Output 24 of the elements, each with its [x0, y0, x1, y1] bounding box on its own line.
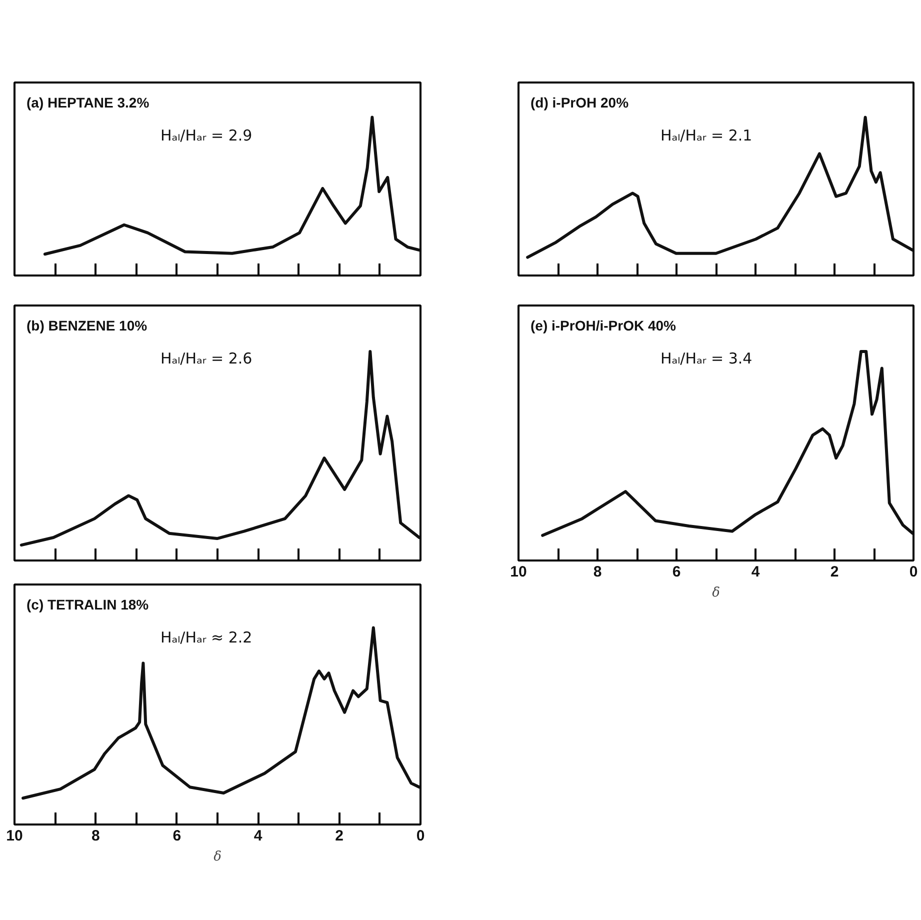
x-tick-label: 2	[830, 564, 839, 580]
chart-title: (a) HEPTANE 3.2%	[26, 94, 150, 110]
x-tick-label: 8	[92, 828, 100, 844]
x-axis-title: δ	[712, 586, 720, 600]
x-tick-label: 0	[416, 828, 425, 844]
chart-title: (c) TETRALIN 18%	[26, 596, 150, 612]
x-tick-label: 10	[510, 564, 527, 580]
x-tick-label: 2	[335, 828, 344, 844]
chart-title: (b) BENZENE 10%	[26, 318, 148, 334]
x-axis-title: δ	[214, 850, 222, 864]
x-tick-label: 10	[6, 828, 23, 844]
chart-title: (d) i-PrOH 20%	[530, 94, 630, 110]
annotation: Hₐₗ/Hₐᵣ = 3.4	[660, 350, 752, 368]
x-tick-label: 0	[909, 564, 918, 580]
annotation: Hₐₗ/Hₐᵣ ≈ 2.2	[160, 628, 252, 646]
x-tick-label: 8	[593, 564, 602, 580]
annotation: Hₐₗ/Hₐᵣ = 2.6	[160, 350, 252, 368]
x-tick-label: 4	[254, 828, 263, 844]
annotation: Hₐₗ/Hₐᵣ = 2.1	[660, 126, 752, 144]
chart-title: (e) i-PrOH/i-PrOK 40%	[530, 318, 677, 334]
x-tick-label: 6	[172, 828, 182, 844]
annotation: Hₐₗ/Hₐᵣ = 2.9	[160, 126, 252, 144]
x-tick-label: 6	[672, 564, 681, 580]
x-tick-label: 4	[751, 564, 760, 580]
